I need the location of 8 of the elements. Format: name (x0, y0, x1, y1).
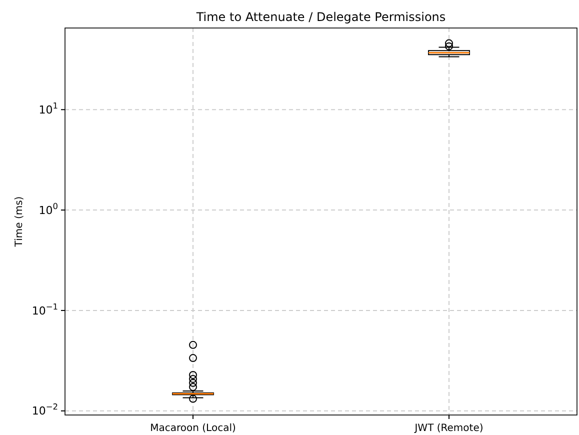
y-tick-label: 10$^{−1}$ (32, 301, 58, 318)
chart-title: Time to Attenuate / Delegate Permissions (195, 10, 446, 24)
y-tick-label: 10$^{−2}$ (32, 402, 58, 418)
y-axis-title: Time (ms) (14, 196, 25, 248)
y-tick-label: 10$^{1}$ (38, 100, 58, 116)
x-tick-label: JWT (Remote) (414, 423, 484, 434)
y-tick-label: 10$^{0}$ (38, 200, 58, 217)
x-tick-label: Macaroon (Local) (150, 423, 236, 434)
